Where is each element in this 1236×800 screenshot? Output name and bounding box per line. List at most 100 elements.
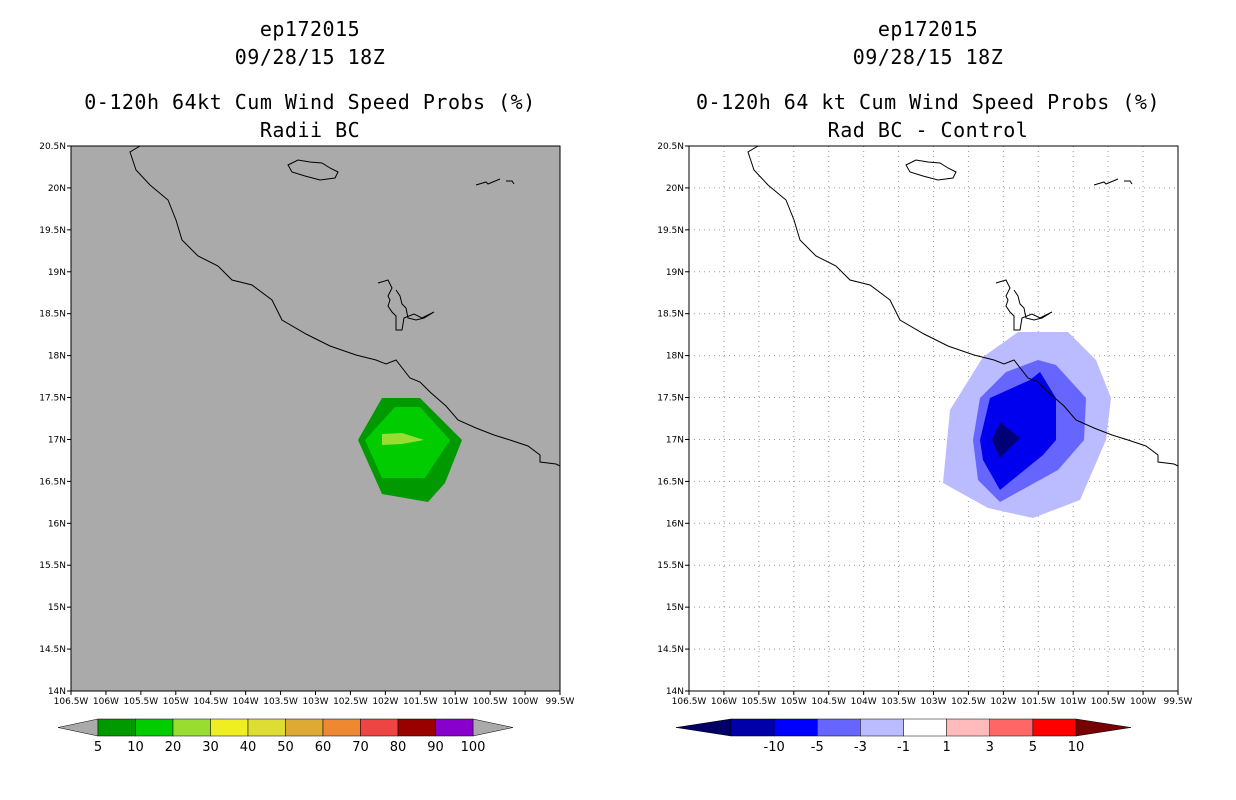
right-x-tick-label: 102.5W <box>951 697 986 707</box>
left-x-tick-label: 99.5W <box>546 697 575 707</box>
right-colorbar-label: 3 <box>986 740 994 755</box>
left-x-tick-label: 103W <box>302 697 328 707</box>
right-y-tick-label: 18.5N <box>657 310 684 320</box>
right-y-tick-label: 15N <box>666 603 684 613</box>
right-map: 20.5N 20N 19.5N 19N 18.5N 18N 17.5N 17N 16.5N 16N… <box>657 142 1192 755</box>
right-colorbar-label: -10 <box>764 740 785 755</box>
right-x-tick-label: 106.5W <box>672 697 707 707</box>
right-contour-minus10 <box>992 422 1020 458</box>
right-panel: ep172015 09/28/15 18Z 0-120h 64 kt Cum W… <box>628 0 1228 800</box>
left-colorbar-swatch <box>210 718 249 737</box>
right-title-time: 09/28/15 18Z <box>852 45 1004 69</box>
right-x-tick-label: 100W <box>1130 697 1156 707</box>
left-title-storm: ep172015 <box>259 17 361 41</box>
right-x-tick-label: 104W <box>851 697 877 707</box>
right-colorbar-label: -3 <box>854 740 867 755</box>
left-y-tick-label: 15.5N <box>39 561 66 571</box>
left-title-product: 0-120h 64kt Cum Wind Speed Probs (%) <box>84 90 536 114</box>
right-y-tick-label: 20.5N <box>657 142 684 152</box>
left-y-tick-label: 18.5N <box>39 310 66 320</box>
right-colorbar-swatch <box>860 718 904 737</box>
left-map-background <box>71 146 560 691</box>
left-x-tick-label: 102.5W <box>333 697 368 707</box>
left-x-tick-label: 100W <box>512 697 538 707</box>
right-colorbar-end-low <box>675 718 732 737</box>
right-contours <box>943 332 1111 518</box>
right-y-tick-label: 19N <box>666 268 684 278</box>
right-y-tick-label: 17.5N <box>657 394 684 404</box>
right-colorbar-label: 5 <box>1029 740 1037 755</box>
left-x-tick-label: 106W <box>93 697 119 707</box>
left-y-tick-label: 16N <box>48 519 66 529</box>
left-y-tick-label: 18N <box>48 352 66 362</box>
left-x-tick-label: 102W <box>372 697 398 707</box>
left-x-tick-label: 104W <box>233 697 259 707</box>
left-x-tick-label: 103.5W <box>263 697 298 707</box>
right-x-tick-label: 101.5W <box>1021 697 1056 707</box>
right-contour-minus5 <box>980 372 1056 490</box>
left-colorbar-swatch <box>360 718 399 737</box>
right-x-tick-label: 103.5W <box>881 697 916 707</box>
left-colorbar-label: 40 <box>240 740 257 755</box>
left-colorbar-label: 80 <box>390 740 407 755</box>
left-colorbar-swatch <box>322 718 361 737</box>
left-colorbar-label: 50 <box>277 740 294 755</box>
left-colorbar-swatch <box>285 718 324 737</box>
left-y-tick-label: 17.5N <box>39 394 66 404</box>
left-colorbar-label: 100 <box>461 740 486 755</box>
right-title-product: 0-120h 64 kt Cum Wind Speed Probs (%) <box>695 90 1161 114</box>
left-x-tick-label: 105.5W <box>124 697 159 707</box>
right-y-tick-label: 14.5N <box>657 645 684 655</box>
left-y-tick-label: 20N <box>48 184 66 194</box>
left-y-tick-label: 19N <box>48 268 66 278</box>
left-colorbar-swatch <box>435 718 474 737</box>
left-colorbar-label: 30 <box>202 740 219 755</box>
right-x-tick-label: 106W <box>711 697 737 707</box>
right-y-tick-label: 20N <box>666 184 684 194</box>
right-title-subtitle: Rad BC - Control <box>827 118 1029 142</box>
right-colorbar-swatch <box>773 718 818 737</box>
right-y-tick-label: 16N <box>666 519 684 529</box>
right-x-tick-label: 104.5W <box>811 697 846 707</box>
left-y-tick-label: 19.5N <box>39 226 66 236</box>
right-colorbar-swatch <box>1032 718 1077 737</box>
right-x-tick-label: 105W <box>781 697 807 707</box>
right-title-storm: ep172015 <box>877 17 979 41</box>
left-y-tick-label: 15N <box>48 603 66 613</box>
right-colorbar-label: -1 <box>897 740 910 755</box>
left-colorbar-end-low <box>57 718 99 737</box>
left-contour-20 <box>382 433 424 445</box>
left-y-tick-label: 14N <box>48 687 66 697</box>
right-y-tick-label: 15.5N <box>657 561 684 571</box>
right-y-tick-label: 16.5N <box>657 477 684 487</box>
right-gridlines <box>689 146 1178 691</box>
left-colorbar-label: 90 <box>427 740 444 755</box>
right-x-tick-label: 100.5W <box>1091 697 1126 707</box>
right-colorbar-swatch <box>903 718 947 737</box>
right-x-tick-label: 105.5W <box>742 697 777 707</box>
left-title-subtitle: Radii BC <box>259 118 361 142</box>
left-colorbar-swatch <box>247 718 286 737</box>
right-colorbar-swatch <box>989 718 1034 737</box>
left-colorbar-swatch <box>135 718 174 737</box>
left-y-tick-label: 17N <box>48 435 66 445</box>
left-x-tick-label: 100.5W <box>473 697 508 707</box>
left-coastline <box>129 145 561 467</box>
right-y-tick-label: 14N <box>666 687 684 697</box>
left-title-time: 09/28/15 18Z <box>234 45 386 69</box>
right-coastline <box>747 145 1179 467</box>
right-x-tick-label: 101W <box>1060 697 1086 707</box>
left-x-tick-label: 101.5W <box>403 697 438 707</box>
left-y-tick-label: 14.5N <box>39 645 66 655</box>
right-colorbar-end-high <box>1075 718 1132 737</box>
left-contours <box>358 398 462 502</box>
left-panel: ep172015 09/28/15 18Z 0-120h 64kt Cum Wi… <box>10 0 610 800</box>
right-x-tick-label: 102W <box>990 697 1016 707</box>
right-colorbar-swatch <box>946 718 990 737</box>
left-y-tick-label: 20.5N <box>39 142 66 152</box>
left-colorbar-swatch <box>172 718 211 737</box>
left-colorbar-label: 60 <box>315 740 332 755</box>
left-colorbar-swatch <box>397 718 436 737</box>
left-x-tick-label: 104.5W <box>193 697 228 707</box>
right-y-tick-label: 18N <box>666 352 684 362</box>
